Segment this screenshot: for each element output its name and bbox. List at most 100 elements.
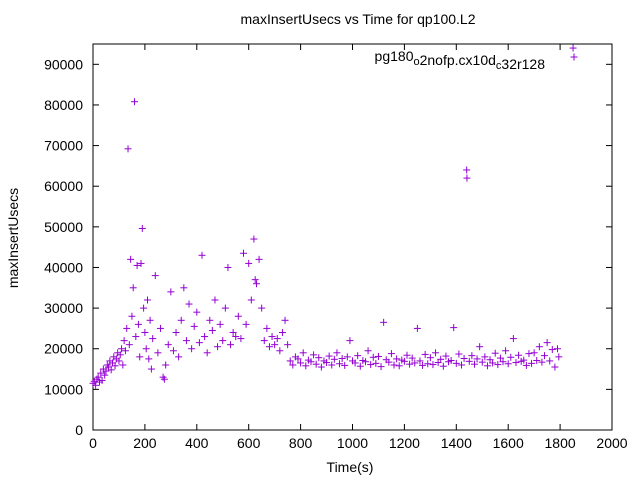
data-point (232, 333, 240, 341)
data-point (211, 296, 219, 304)
data-point (133, 261, 141, 269)
x-tick-label: 1800 (545, 435, 576, 451)
data-point (201, 333, 209, 341)
data-point (400, 357, 408, 365)
data-point (118, 345, 126, 353)
data-point (94, 373, 102, 381)
data-point (224, 263, 232, 271)
data-point (167, 288, 175, 296)
data-point (520, 356, 528, 364)
data-point (476, 343, 484, 351)
data-point (119, 361, 127, 369)
data-points (89, 44, 577, 389)
data-point (284, 341, 292, 349)
data-point (138, 224, 146, 232)
data-point (364, 347, 372, 355)
data-point (289, 361, 297, 369)
data-point (310, 351, 318, 359)
data-point (276, 347, 284, 355)
data-point (107, 366, 115, 374)
y-tick-label: 60000 (44, 178, 83, 194)
data-point (323, 359, 331, 367)
data-point (169, 347, 177, 355)
data-point (413, 324, 421, 332)
data-point (450, 324, 458, 332)
data-point (185, 300, 193, 308)
data-point (250, 235, 258, 243)
data-point (551, 363, 559, 371)
data-point (499, 358, 507, 366)
plot-frame (92, 43, 613, 431)
data-point (333, 349, 341, 357)
data-point (546, 357, 554, 365)
data-point (142, 345, 150, 353)
data-point (463, 166, 471, 174)
y-tick-label: 30000 (44, 300, 83, 316)
data-point (555, 353, 563, 361)
legend-marker (570, 53, 578, 61)
data-point (354, 352, 362, 360)
y-tick-label: 40000 (44, 259, 83, 275)
data-point (317, 363, 325, 371)
data-point (221, 304, 229, 312)
data-point (460, 354, 468, 362)
data-point (369, 353, 377, 361)
x-tick-label: 600 (237, 435, 261, 451)
x-tick-label: 2000 (596, 435, 627, 451)
data-point (442, 352, 450, 360)
data-point (203, 349, 211, 357)
data-point (116, 351, 124, 359)
data-point (411, 359, 419, 367)
data-point (496, 354, 504, 362)
data-point (343, 353, 351, 361)
data-point (156, 324, 164, 332)
data-point (522, 361, 530, 369)
y-tick-label: 70000 (44, 138, 83, 154)
data-point (281, 316, 289, 324)
data-point (111, 362, 119, 370)
data-point (294, 355, 302, 363)
x-tick-label: 1000 (337, 435, 368, 451)
data-point (478, 358, 486, 366)
y-tick-label: 50000 (44, 219, 83, 235)
data-point (214, 343, 222, 351)
data-point (132, 333, 140, 341)
data-point (175, 353, 183, 361)
data-point (123, 324, 131, 332)
data-point (351, 359, 359, 367)
data-point (494, 361, 502, 369)
data-point (92, 381, 100, 389)
data-point (147, 365, 155, 373)
data-point (509, 335, 517, 343)
data-point (154, 349, 162, 357)
data-point (299, 349, 307, 357)
y-tick-label: 10000 (44, 381, 83, 397)
data-point (426, 354, 434, 362)
data-point (265, 343, 273, 351)
data-point (377, 363, 385, 371)
data-point (193, 308, 201, 316)
data-point (129, 284, 137, 292)
data-point (507, 353, 515, 361)
data-point (128, 312, 136, 320)
data-point (330, 355, 338, 363)
data-point (180, 284, 188, 292)
data-point (512, 359, 520, 367)
data-point (206, 316, 214, 324)
data-point (263, 324, 271, 332)
data-point (439, 362, 447, 370)
data-point (240, 249, 248, 257)
data-point (198, 251, 206, 259)
data-point (120, 337, 128, 345)
data-point (216, 320, 224, 328)
data-point (134, 320, 142, 328)
data-point (325, 352, 333, 360)
y-axis-label: maxInsertUsecs (5, 188, 21, 288)
x-axis-label: Time(s) (327, 459, 374, 475)
y-tick-label: 20000 (44, 341, 83, 357)
data-point (406, 360, 414, 368)
data-point (146, 316, 154, 324)
data-point (177, 316, 185, 324)
data-point (356, 362, 364, 370)
data-point (97, 369, 105, 377)
